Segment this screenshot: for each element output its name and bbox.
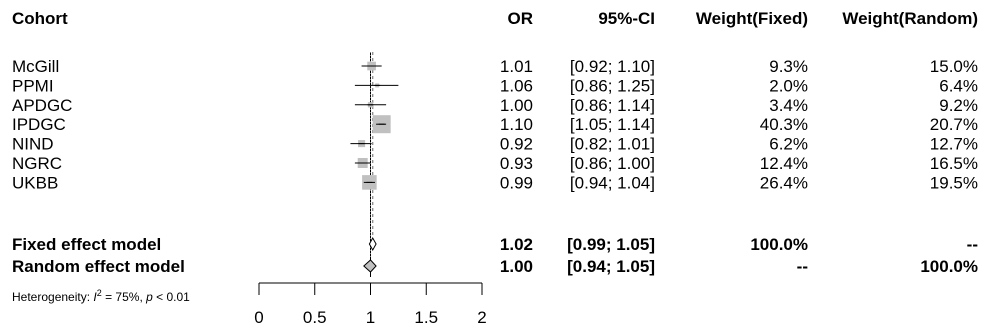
study-label: McGill: [12, 57, 59, 76]
heterogeneity-text: Heterogeneity: I2 = 75%, p < 0.01: [12, 288, 190, 304]
study-weight-random: 19.5%: [930, 173, 978, 192]
study-or: 0.93: [500, 154, 533, 173]
header-or: OR: [508, 9, 534, 28]
x-tick-label: 1.5: [414, 308, 438, 327]
heterogeneity-i2-sup: 2: [97, 288, 102, 298]
study-weight-random: 6.4%: [939, 76, 978, 95]
summary-ci: [0.99; 1.05]: [567, 235, 655, 254]
x-axis: 0 0.5 1 1.5 2: [254, 282, 487, 327]
study-ci: [0.94; 1.04]: [570, 173, 655, 192]
study-ci: [0.86; 1.00]: [570, 154, 655, 173]
study-ci: [0.86; 1.25]: [570, 76, 655, 95]
marks-layer: [350, 52, 399, 277]
random-effect-diamond: [363, 259, 377, 273]
summary-ci: [0.94; 1.05]: [567, 257, 655, 276]
study-weight-random: 16.5%: [930, 154, 978, 173]
rows-layer: McGill 1.01 [0.92; 1.10] 9.3% 15.0% PPMI 1.06 […: [12, 57, 978, 276]
study-weight-fixed: 3.4%: [769, 96, 808, 115]
study-or: 0.92: [500, 135, 533, 154]
study-ci: [0.82; 1.01]: [570, 135, 655, 154]
study-label: IPDGC: [12, 115, 66, 134]
study-weight-random: 9.2%: [939, 96, 978, 115]
heterogeneity-i2-value: = 75%,: [102, 290, 146, 304]
study-ci: [1.05; 1.14]: [570, 115, 655, 134]
study-or: 1.06: [500, 76, 533, 95]
heterogeneity-prefix: Heterogeneity:: [12, 290, 93, 304]
study-ci: [0.86; 1.14]: [570, 96, 655, 115]
study-weight-random: 20.7%: [930, 115, 978, 134]
summary-or: 1.00: [500, 257, 533, 276]
study-or: 0.99: [500, 173, 533, 192]
summary-label: Fixed effect model: [12, 235, 161, 254]
header-weight-random: Weight(Random): [842, 9, 978, 28]
study-or: 1.01: [500, 57, 533, 76]
summary-weight-random: --: [967, 235, 978, 254]
heterogeneity-i2-label: I: [93, 290, 97, 304]
heterogeneity-p-label: p: [145, 290, 153, 304]
x-tick-label: 2: [477, 308, 486, 327]
summary-weight-fixed: --: [797, 257, 808, 276]
fixed-effect-diamond: [368, 236, 377, 252]
study-label: NIND: [12, 135, 54, 154]
study-weight-fixed: 26.4%: [760, 173, 808, 192]
summary-weight-random: 100.0%: [920, 257, 978, 276]
heterogeneity-p-value: < 0.01: [153, 290, 190, 304]
study-or: 1.00: [500, 96, 533, 115]
study-weight-random: 15.0%: [930, 57, 978, 76]
study-weight-random: 12.7%: [930, 135, 978, 154]
study-or: 1.10: [500, 115, 533, 134]
study-weight-fixed: 12.4%: [760, 154, 808, 173]
study-weight-fixed: 9.3%: [769, 57, 808, 76]
x-tick-label: 0: [254, 308, 263, 327]
study-weight-fixed: 6.2%: [769, 135, 808, 154]
study-label: PPMI: [12, 76, 54, 95]
study-label: APDGC: [12, 96, 72, 115]
x-tick-label: 1: [366, 308, 375, 327]
summary-weight-fixed: 100.0%: [750, 235, 808, 254]
summary-or: 1.02: [500, 235, 533, 254]
header-ci: 95%-CI: [598, 9, 655, 28]
summary-label: Random effect model: [12, 257, 185, 276]
study-ci: [0.92; 1.10]: [570, 57, 655, 76]
header-weight-fixed: Weight(Fixed): [696, 9, 808, 28]
study-label: NGRC: [12, 154, 62, 173]
study-weight-fixed: 2.0%: [769, 76, 808, 95]
x-tick-label: 0.5: [303, 308, 327, 327]
header-cohort: Cohort: [12, 9, 68, 28]
study-weight-fixed: 40.3%: [760, 115, 808, 134]
study-label: UKBB: [12, 173, 58, 192]
